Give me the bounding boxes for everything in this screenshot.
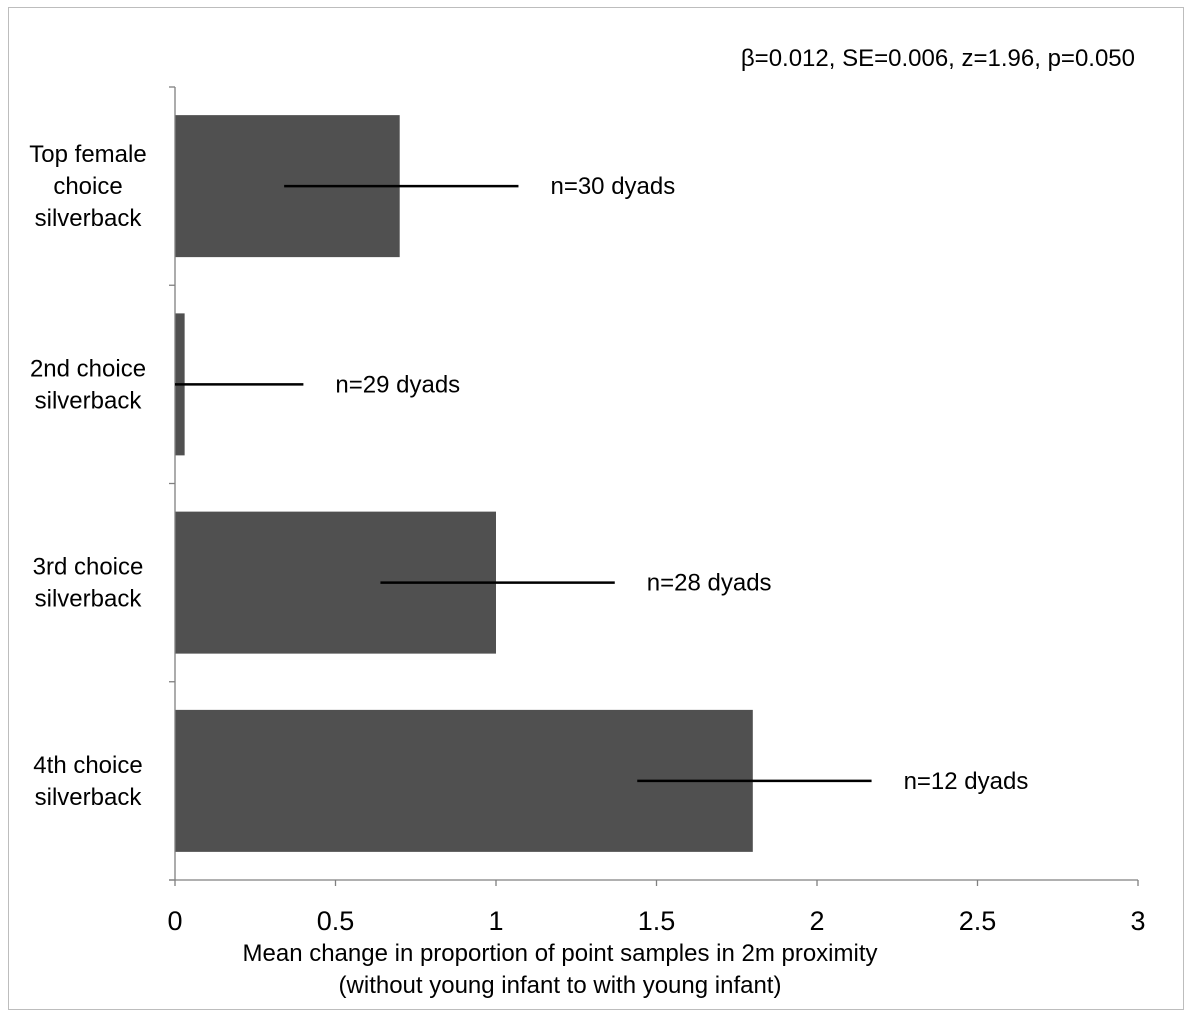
stats-annotation: β=0.012, SE=0.006, z=1.96, p=0.050 bbox=[741, 45, 1135, 72]
x-axis-title: Mean change in proportion of point sampl… bbox=[243, 940, 878, 967]
x-tick-label: 1.5 bbox=[638, 906, 676, 936]
x-tick-label: 2 bbox=[809, 906, 824, 936]
sample-size-label: n=30 dyads bbox=[550, 173, 675, 200]
x-tick-label: 3 bbox=[1130, 906, 1145, 936]
category-label: Top female choice silverback bbox=[29, 141, 146, 232]
category-label: 3rd choice silverback bbox=[33, 554, 144, 613]
sample-size-label: n=28 dyads bbox=[647, 570, 772, 597]
category-label: 4th choice silverback bbox=[33, 752, 142, 811]
category-label: 2nd choice silverback bbox=[30, 355, 146, 414]
x-tick-label: 0.5 bbox=[317, 906, 355, 936]
x-tick-label: 2.5 bbox=[959, 906, 997, 936]
x-axis-title: (without young infant to with young infa… bbox=[339, 972, 782, 999]
sample-size-label: n=29 dyads bbox=[335, 371, 460, 398]
x-tick-label: 0 bbox=[167, 906, 182, 936]
x-tick-label: 1 bbox=[488, 906, 503, 936]
sample-size-label: n=12 dyads bbox=[904, 768, 1029, 795]
